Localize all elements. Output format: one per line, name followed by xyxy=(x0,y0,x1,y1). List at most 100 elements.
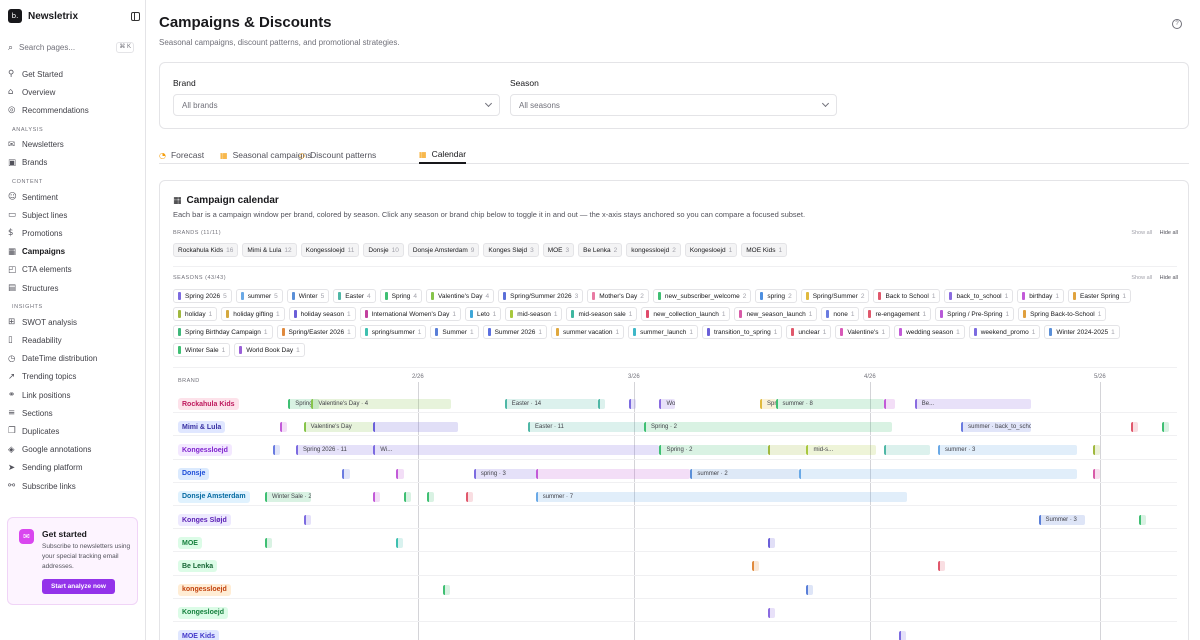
campaign-bar[interactable] xyxy=(396,538,404,549)
season-chip[interactable]: Spring/Summer 2026 3 xyxy=(498,289,584,303)
help-icon[interactable]: ? xyxy=(1172,19,1182,29)
sidebar-item-link-positions[interactable]: ⚭ Link positions xyxy=(8,388,138,402)
campaign-bar[interactable] xyxy=(373,491,381,502)
search-input[interactable]: ⌕ Search pages... ⌘ K xyxy=(8,40,134,55)
season-chip[interactable]: Mother's Day 2 xyxy=(587,289,649,303)
brand-chip[interactable]: Mimi & Lula 12 xyxy=(242,243,297,257)
brand-row-label[interactable]: Donsje xyxy=(178,467,210,480)
campaign-bar[interactable]: summer · 3 xyxy=(937,445,1078,456)
sidebar-item-campaigns[interactable]: ▦ Campaigns xyxy=(8,245,138,259)
seasons-show-all[interactable]: Show all xyxy=(1131,275,1153,281)
seasons-hide-all[interactable]: Hide all xyxy=(1159,275,1178,281)
brand-chip[interactable]: Konges Sløjd 3 xyxy=(483,243,539,257)
campaign-bar[interactable]: Spring · 2 xyxy=(659,445,768,456)
sidebar-item-sentiment[interactable]: ☺ Sentiment xyxy=(8,190,138,204)
tab-seasonal-campaigns[interactable]: ▦ Seasonal campaigns xyxy=(220,146,311,164)
campaign-bar[interactable] xyxy=(1139,515,1147,525)
campaign-bar[interactable]: Winter Sale · 2 xyxy=(265,491,312,502)
campaign-bar[interactable] xyxy=(342,468,351,479)
season-chip[interactable]: Spring/Easter 2026 1 xyxy=(276,325,356,339)
campaign-bar[interactable] xyxy=(752,561,760,572)
campaign-bar[interactable] xyxy=(535,468,691,479)
campaign-bar[interactable]: Easter · 14 xyxy=(504,399,598,409)
campaign-bar[interactable]: summer · 8 xyxy=(775,399,884,409)
season-chip[interactable]: re-engagement 1 xyxy=(863,307,932,321)
campaign-bar[interactable] xyxy=(1092,445,1100,456)
season-chip[interactable]: none 1 xyxy=(821,307,860,321)
sidebar-item-readability[interactable]: ▯ Readability xyxy=(8,333,138,347)
campaign-bar[interactable]: Spring xyxy=(288,399,320,409)
sidebar-item-brands[interactable]: ▣ Brands xyxy=(8,156,138,170)
campaign-bar[interactable]: Easter · 11 xyxy=(527,422,644,433)
campaign-bar[interactable] xyxy=(767,538,775,549)
season-chip[interactable]: Summer 1 xyxy=(430,325,479,339)
brand-chip[interactable]: Donsje Amsterdam 9 xyxy=(407,243,480,257)
season-chip[interactable]: Spring/Summer 2 xyxy=(800,289,870,303)
campaign-bar[interactable] xyxy=(427,491,435,502)
season-select[interactable]: All seasons xyxy=(510,94,837,116)
app-logo[interactable]: b. xyxy=(8,9,22,23)
season-chip[interactable]: holiday season 1 xyxy=(288,307,356,321)
season-chip[interactable]: holiday 1 xyxy=(173,307,218,321)
brand-chip[interactable]: Be Lenka 2 xyxy=(578,243,623,257)
sidebar-item-promotions[interactable]: $ Promotions xyxy=(8,226,138,240)
season-chip[interactable]: Spring Back-to-School 1 xyxy=(1018,307,1107,321)
brand-chip[interactable]: Donsje 10 xyxy=(363,243,404,257)
brand-chip[interactable]: Kongessloejd 11 xyxy=(300,243,360,257)
season-chip[interactable]: summer_launch 1 xyxy=(628,325,699,339)
season-chip[interactable]: summer 5 xyxy=(235,289,283,303)
campaign-bar[interactable] xyxy=(883,445,931,456)
season-chip[interactable]: Winter 2024-2025 1 xyxy=(1044,325,1120,339)
season-chip[interactable]: International Women's Day 1 xyxy=(359,307,461,321)
season-chip[interactable]: Easter Spring 1 xyxy=(1068,289,1132,303)
campaign-bar[interactable] xyxy=(628,399,636,409)
brand-row-label[interactable]: Mimi & Lula xyxy=(178,421,226,434)
campaign-bar[interactable]: Be... xyxy=(914,399,1031,409)
tab-discount-patterns[interactable]: ◇ Discount patterns xyxy=(299,146,376,164)
brand-row-label[interactable]: Donsje Amsterdam xyxy=(178,490,250,503)
brand-chip[interactable]: MOE 3 xyxy=(542,243,575,257)
sidebar-item-newsletters[interactable]: ✉ Newsletters xyxy=(8,138,138,152)
campaign-bar[interactable] xyxy=(899,631,907,640)
campaign-bar[interactable]: Wo... xyxy=(659,399,675,409)
campaign-bar[interactable] xyxy=(466,491,474,502)
season-chip[interactable]: mid-season 1 xyxy=(505,307,563,321)
season-chip[interactable]: new_subscriber_welcome 2 xyxy=(652,289,752,303)
season-chip[interactable]: weekend_promo 1 xyxy=(968,325,1041,339)
campaign-bar[interactable] xyxy=(265,538,272,549)
season-chip[interactable]: Summer 2026 1 xyxy=(482,325,548,339)
season-chip[interactable]: back_to_school 1 xyxy=(944,289,1014,303)
brand-row-label[interactable]: Konges Sløjd xyxy=(178,514,231,526)
campaign-bar[interactable] xyxy=(1162,422,1170,433)
campaign-bar[interactable] xyxy=(373,422,459,433)
brand-row-label[interactable]: Rockahula Kids xyxy=(178,398,239,410)
sidebar-item-trending-topics[interactable]: ↗ Trending topics xyxy=(8,370,138,384)
campaign-bar[interactable] xyxy=(597,399,606,409)
season-chip[interactable]: Winter 5 xyxy=(286,289,330,303)
campaign-bar[interactable]: Valentine's Day xyxy=(303,422,374,433)
sidebar-item-datetime-distribution[interactable]: ◷ DateTime distribution xyxy=(8,352,138,366)
season-chip[interactable]: unclear 1 xyxy=(786,325,832,339)
campaign-bar[interactable] xyxy=(280,422,288,433)
campaign-bar[interactable]: Valentine's Day · 4 xyxy=(311,399,451,409)
sidebar-item-structures[interactable]: ▤ Structures xyxy=(8,281,138,295)
start-analyze-button[interactable]: Start analyze now xyxy=(42,579,115,594)
sidebar-collapse-icon[interactable] xyxy=(131,11,140,21)
brand-chip[interactable]: MOE Kids 1 xyxy=(741,243,788,257)
brand-chip[interactable]: kongessloejd 2 xyxy=(626,243,681,257)
sidebar-item-subject-lines[interactable]: ▭ Subject lines xyxy=(8,208,138,222)
campaign-bar[interactable]: Wi... xyxy=(373,445,660,456)
campaign-bar[interactable]: Spring... xyxy=(760,399,776,409)
campaign-bar[interactable] xyxy=(396,468,405,479)
season-chip[interactable]: birthday 1 xyxy=(1017,289,1064,303)
campaign-bar[interactable]: summer · 7 xyxy=(535,491,907,502)
brand-row-label[interactable]: kongessloejd xyxy=(178,583,231,596)
sidebar-item-recommendations[interactable]: ◎ Recommendations xyxy=(8,103,138,117)
season-chip[interactable]: World Book Day 1 xyxy=(234,343,305,357)
season-chip[interactable]: summer vacation 1 xyxy=(551,325,625,339)
sidebar-item-cta-elements[interactable]: ◰ CTA elements xyxy=(8,263,138,277)
brand-row-label[interactable]: MOE Kids xyxy=(178,630,220,640)
campaign-bar[interactable]: Spring 2026 · 11 xyxy=(295,445,374,456)
season-chip[interactable]: spring/summer 1 xyxy=(359,325,427,339)
campaign-bar[interactable]: summer · back_to_scho... xyxy=(961,422,1031,433)
